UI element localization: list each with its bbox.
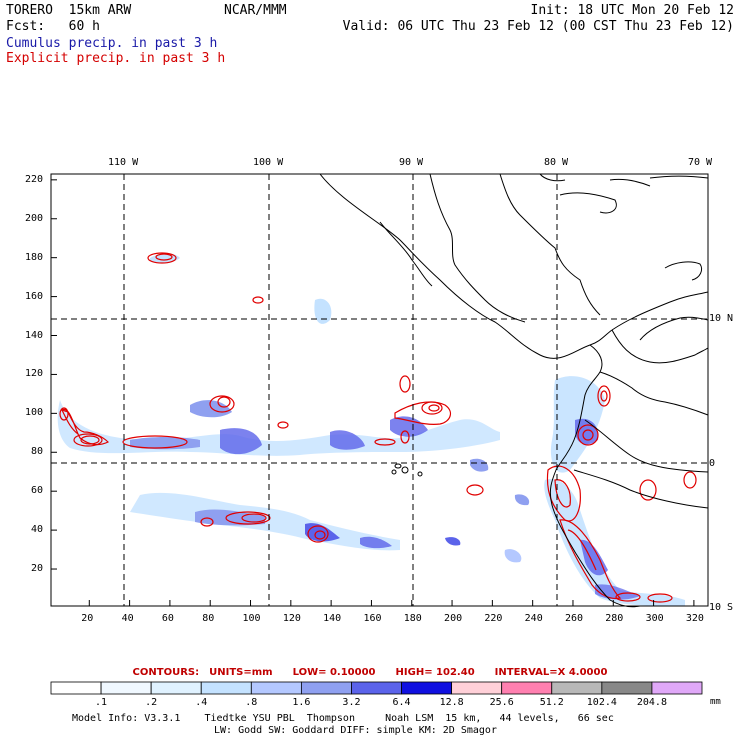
colorbar-label: 204.8 <box>636 697 667 708</box>
y-tick-label: 200 <box>25 212 44 224</box>
axis-ticks <box>51 179 695 606</box>
contour-info: CONTOURS: UNITS=mm LOW= 0.10000 HIGH= 102.4… <box>0 667 740 678</box>
contours-label: CONTOURS: <box>132 667 200 678</box>
colorbar-label: 25.6 <box>489 697 514 708</box>
colorbar-swatch <box>150 681 202 695</box>
y-tick-label: 140 <box>25 329 44 341</box>
x-tick-label: 180 <box>403 613 422 624</box>
x-tick-label: 40 <box>121 613 134 624</box>
y-tick-label: 40 <box>31 524 44 536</box>
colorbar-label: 102.4 <box>586 697 617 708</box>
colorbar-label: 1.6 <box>292 697 311 708</box>
x-tick-label: 20 <box>81 613 94 624</box>
colorbar-label: .4 <box>195 697 208 708</box>
lon-label-100w: 100 W <box>253 157 284 168</box>
coastlines <box>319 173 709 608</box>
lat-label-0: 0 <box>709 458 716 469</box>
x-tick-label: 80 <box>202 613 215 624</box>
y-tick-label: 20 <box>31 563 44 575</box>
colorbar-swatch <box>50 681 102 695</box>
colorbar-swatch <box>351 681 402 695</box>
map-frame <box>50 173 709 607</box>
colorbar <box>50 681 703 695</box>
x-tick-label: 300 <box>645 613 664 624</box>
legend-explicit: Explicit precip. in past 3 h <box>6 51 226 66</box>
colorbar-label: .1 <box>95 697 108 708</box>
x-tick-label: 240 <box>524 613 543 624</box>
lon-label-90w: 90 W <box>399 157 424 168</box>
colorbar-label: 12.8 <box>439 697 464 708</box>
y-tick-label: 100 <box>25 407 44 419</box>
forecast-hour: Fcst: 60 h <box>6 19 100 34</box>
center-label: NCAR/MMM <box>224 3 287 18</box>
contour-low: LOW= 0.10000 <box>292 667 376 678</box>
lat-label-10n: 10 N <box>709 313 734 324</box>
colorbar-swatch <box>601 681 653 695</box>
colorbar-label: .2 <box>145 697 158 708</box>
graticule <box>51 174 708 606</box>
colorbar-label: 51.2 <box>539 697 564 708</box>
cumulus-precip-field <box>57 253 685 606</box>
contour-interval: INTERVAL=X 4.0000 <box>494 667 608 678</box>
colorbar-label: 6.4 <box>392 697 411 708</box>
x-tick-label: 260 <box>564 613 584 624</box>
colorbar-swatch <box>551 681 603 695</box>
valid-time: Valid: 06 UTC Thu 23 Feb 12 (00 CST Thu … <box>342 19 734 34</box>
x-tick-label: 220 <box>484 613 503 624</box>
y-tick-label: 80 <box>31 446 44 458</box>
colorbar-swatch <box>451 681 503 695</box>
init-time: Init: 18 UTC Mon 20 Feb 12 <box>530 3 735 18</box>
explicit-precip-contours <box>59 252 697 603</box>
x-tick-label: 60 <box>161 613 174 624</box>
x-tick-label: 120 <box>282 613 301 624</box>
colorbar-swatch <box>300 681 352 695</box>
x-tick-label: 280 <box>605 613 624 624</box>
y-tick-label: 160 <box>25 290 44 302</box>
x-tick-label: 200 <box>444 613 463 624</box>
lon-label-110w: 110 W <box>108 157 139 168</box>
colorbar-swatch <box>501 681 553 695</box>
y-tick-label: 60 <box>31 485 44 497</box>
legend-cumulus: Cumulus precip. in past 3 h <box>6 36 218 51</box>
x-tick-label: 100 <box>242 613 261 624</box>
lon-label-70w: 70 W <box>688 157 713 168</box>
lat-label-10s: 10 S <box>709 602 734 613</box>
colorbar-swatch <box>250 681 302 695</box>
model-info-line1: Model Info: V3.3.1 Tiedtke YSU PBL Thomp… <box>72 713 614 724</box>
model-title: TORERO 15km ARW <box>6 3 132 18</box>
lon-label-80w: 80 W <box>544 157 569 168</box>
contour-units: UNITS=mm <box>209 667 273 678</box>
colorbar-swatch <box>401 681 453 695</box>
model-info-line2: LW: Godd SW: Goddard DIFF: simple KM: 2D… <box>214 725 497 736</box>
colorbar-label: 3.2 <box>342 697 361 708</box>
y-tick-label: 120 <box>25 368 44 380</box>
colorbar-unit: mm <box>710 697 721 707</box>
x-tick-label: 160 <box>363 613 382 624</box>
x-tick-label: 140 <box>323 613 342 624</box>
colorbar-label: .8 <box>245 697 258 708</box>
colorbar-swatch <box>100 681 152 695</box>
colorbar-swatch <box>200 681 252 695</box>
x-tick-label: 320 <box>685 613 704 624</box>
y-tick-label: 180 <box>25 251 44 263</box>
colorbar-swatch <box>651 681 703 695</box>
y-tick-label: 220 <box>25 173 44 185</box>
contour-high: HIGH= 102.40 <box>395 667 475 678</box>
